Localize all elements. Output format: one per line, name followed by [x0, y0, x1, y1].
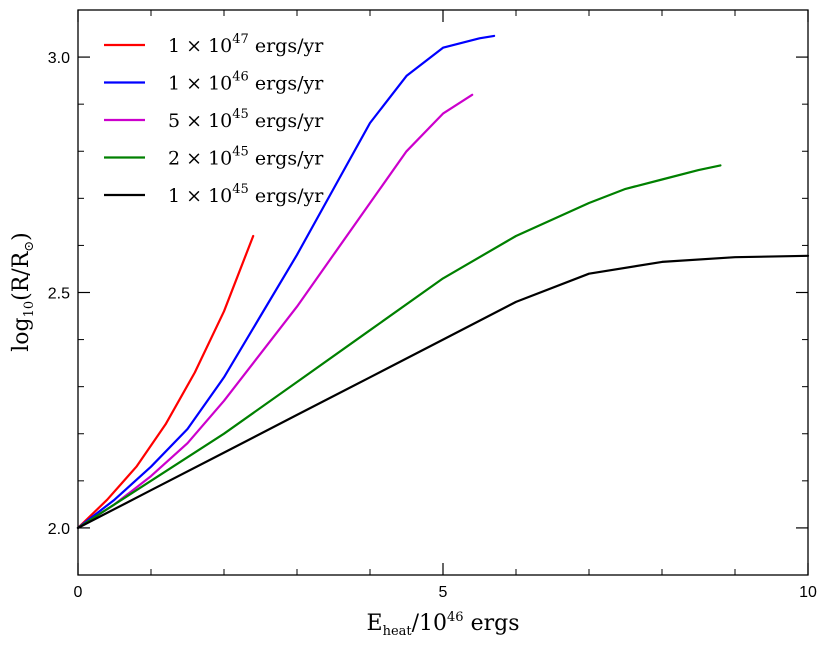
- y-tick-label: 2.5: [48, 286, 70, 303]
- legend-label: 5 × 1045 ergs/yr: [168, 107, 324, 132]
- x-tick-label: 0: [74, 584, 83, 601]
- x-tick-label: 10: [799, 584, 817, 601]
- x-tick-label: 5: [439, 584, 448, 601]
- legend: 1 × 1047 ergs/yr 1 × 1046 ergs/yr 5 × 1045…: [104, 32, 324, 207]
- legend-label: 1 × 1047 ergs/yr: [168, 32, 324, 57]
- y-tick-label: 2.0: [48, 521, 70, 538]
- x-axis-label: Eheat/1046 ergs: [367, 610, 520, 639]
- legend-label: 2 × 1045 ergs/yr: [168, 145, 324, 170]
- legend-label: 1 × 1046 ergs/yr: [168, 70, 324, 95]
- series-layer: [76, 34, 810, 530]
- series-line-3: [76, 93, 474, 530]
- series-line-4: [76, 164, 722, 530]
- series-line-1: [76, 234, 255, 530]
- legend-label: 1 × 1045 ergs/yr: [168, 182, 324, 207]
- plot-background: [78, 10, 808, 575]
- y-tick-label: 3.0: [48, 50, 70, 67]
- series-line-2: [76, 34, 496, 530]
- series-line-5: [76, 254, 810, 530]
- tick-layer: 0 5 10 2.0 2.5 3.0: [48, 10, 817, 601]
- y-axis-label: log10(R/R⊙): [9, 232, 37, 352]
